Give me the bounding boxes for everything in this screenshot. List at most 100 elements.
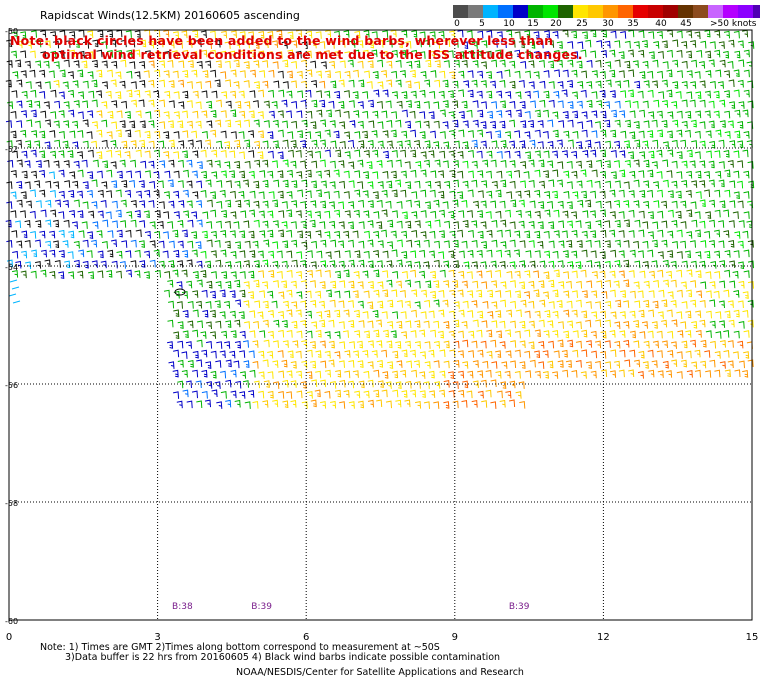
lon-tick-label: 6 [303, 632, 309, 643]
wind-barb [737, 200, 744, 209]
wind-barb [363, 390, 370, 399]
wind-barb [671, 219, 678, 228]
wind-barb [719, 339, 726, 348]
wind-barb [462, 160, 469, 169]
wind-barb [221, 209, 228, 218]
wind-barb [748, 180, 755, 189]
wind-barb [50, 50, 57, 59]
wind-barb [381, 50, 388, 59]
wind-barb [442, 160, 449, 169]
wind-barb [191, 390, 198, 399]
wind-barb [747, 100, 754, 109]
wind-barb [499, 100, 506, 109]
wind-barb [328, 41, 335, 49]
wind-barb [520, 160, 527, 169]
wind-barb [210, 250, 217, 258]
wind-barb [396, 299, 403, 308]
wind-barb [433, 299, 440, 308]
wind-barb [253, 41, 260, 49]
wind-barb [21, 250, 28, 259]
wind-barb [7, 101, 14, 109]
wind-barb [699, 80, 706, 89]
wind-barb [268, 89, 275, 98]
wind-barb [657, 70, 664, 79]
wind-barb [387, 320, 394, 329]
wind-barb [206, 120, 213, 129]
wind-barb [86, 131, 93, 139]
wind-barb [315, 290, 322, 299]
wind-barb [742, 230, 749, 239]
wind-barb [53, 120, 60, 129]
wind-barb [514, 370, 521, 379]
wind-barb [139, 260, 146, 268]
wind-barb [291, 40, 298, 48]
wind-barb [257, 151, 264, 159]
wind-barb [330, 80, 337, 89]
wind-barb [651, 360, 658, 368]
wind-barb [600, 229, 607, 238]
wind-barb [733, 150, 740, 159]
wind-barb [225, 379, 232, 388]
wind-barb [443, 320, 450, 329]
wind-barb [628, 190, 635, 198]
wind-barb [354, 131, 361, 139]
wind-barb [396, 259, 403, 268]
wind-barb [215, 60, 222, 68]
wind-barb [746, 139, 753, 148]
wind-barb [575, 299, 582, 308]
wind-barb [130, 159, 137, 168]
wind-barb [138, 99, 145, 108]
wind-barb [565, 360, 572, 368]
wind-barb [575, 321, 582, 330]
wind-barb [34, 120, 41, 129]
wind-barb [366, 81, 373, 89]
wind-barb [572, 349, 579, 358]
legend-tick-label: 30 [602, 19, 614, 29]
wind-barb [248, 291, 255, 299]
wind-barb [300, 259, 307, 268]
wind-barb [468, 330, 475, 339]
wind-barb [214, 79, 221, 88]
wind-barb [334, 90, 341, 99]
wind-barb [159, 121, 166, 129]
wind-barb [724, 90, 731, 98]
wind-barb [205, 80, 212, 89]
wind-barb [34, 100, 41, 109]
wind-barb [377, 39, 384, 48]
wind-barb [404, 139, 411, 148]
wind-barb [448, 390, 455, 398]
wind-barb [324, 269, 331, 278]
wind-barb [528, 341, 535, 350]
wind-barb [305, 210, 312, 219]
wind-barb [419, 371, 426, 379]
wind-barb [367, 320, 374, 329]
wind-barb [718, 161, 725, 169]
wind-barb [290, 399, 297, 408]
wind-barb [339, 39, 346, 48]
wind-barb [315, 170, 322, 179]
wind-barb [329, 160, 336, 169]
wind-barb [471, 179, 478, 188]
wind-barb [732, 211, 739, 219]
wind-barb [424, 361, 431, 369]
wind-barb [556, 41, 563, 49]
wind-barb [404, 161, 411, 169]
wind-barb [396, 201, 403, 209]
lon-tick-label: 15 [746, 632, 759, 643]
wind-barb [419, 270, 426, 279]
wind-barb [619, 169, 626, 178]
wind-barb [529, 200, 536, 209]
wind-barb [325, 251, 332, 260]
wind-barb [306, 390, 313, 399]
wind-barb [310, 299, 317, 308]
wind-barb [290, 380, 297, 388]
wind-barb [300, 319, 307, 328]
wind-barb [201, 289, 208, 298]
wind-barb [120, 220, 127, 228]
wind-barb [444, 39, 451, 48]
wind-barb [372, 171, 379, 179]
wind-barb [229, 190, 236, 199]
wind-barb [396, 220, 403, 229]
wind-barb [571, 309, 578, 318]
wind-barb [515, 91, 522, 100]
